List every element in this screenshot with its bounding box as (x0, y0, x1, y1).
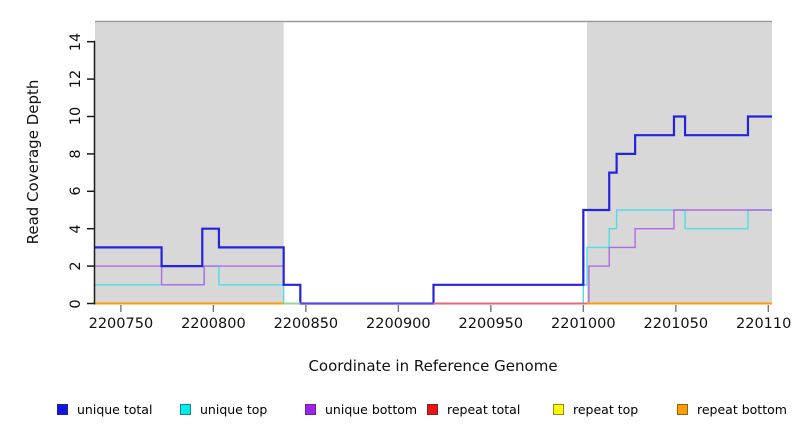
y-tick-label: 14 (68, 32, 84, 51)
y-tick-label: 6 (68, 186, 84, 196)
repeat-total-swatch-icon (427, 404, 438, 415)
repeat-region-shading (587, 22, 772, 304)
repeat-top-swatch-icon (553, 404, 564, 415)
unique-top-swatch-icon (180, 404, 191, 415)
unique-total-swatch-icon (57, 404, 68, 415)
x-tick-label: 2201050 (643, 316, 709, 332)
legend-label: repeat bottom (697, 402, 787, 417)
legend-label: unique bottom (325, 402, 418, 417)
y-tick-label: 12 (68, 69, 84, 89)
y-tick-label: 2 (68, 261, 84, 271)
x-axis-title: Coordinate in Reference Genome (308, 357, 558, 375)
legend-label: repeat total (447, 402, 521, 417)
repeat-bottom-swatch-icon (677, 404, 688, 415)
x-tick-label: 2200950 (458, 316, 524, 332)
x-tick-label: 2201000 (551, 316, 616, 332)
x-tick-label: 2200800 (181, 316, 246, 332)
y-tick-label: 10 (68, 107, 84, 126)
series-unique-total (95, 115, 772, 305)
y-axis-title: Read Coverage Depth (24, 79, 42, 245)
x-tick-label: 2200850 (273, 316, 339, 332)
legend-label: unique total (77, 402, 153, 417)
unique-bottom-swatch-icon (305, 404, 316, 415)
legend-label: unique top (200, 402, 268, 417)
series-unique-top (95, 209, 772, 305)
y-tick-label: 4 (68, 224, 84, 234)
legend-label: repeat top (573, 402, 639, 417)
x-tick-label: 2201100 (736, 316, 792, 332)
repeat-region-shading (95, 22, 284, 304)
y-tick-label: 8 (68, 149, 84, 159)
x-tick-label: 2200900 (366, 316, 431, 332)
x-tick-label: 2200750 (88, 316, 154, 332)
y-tick-label: 0 (68, 298, 84, 309)
